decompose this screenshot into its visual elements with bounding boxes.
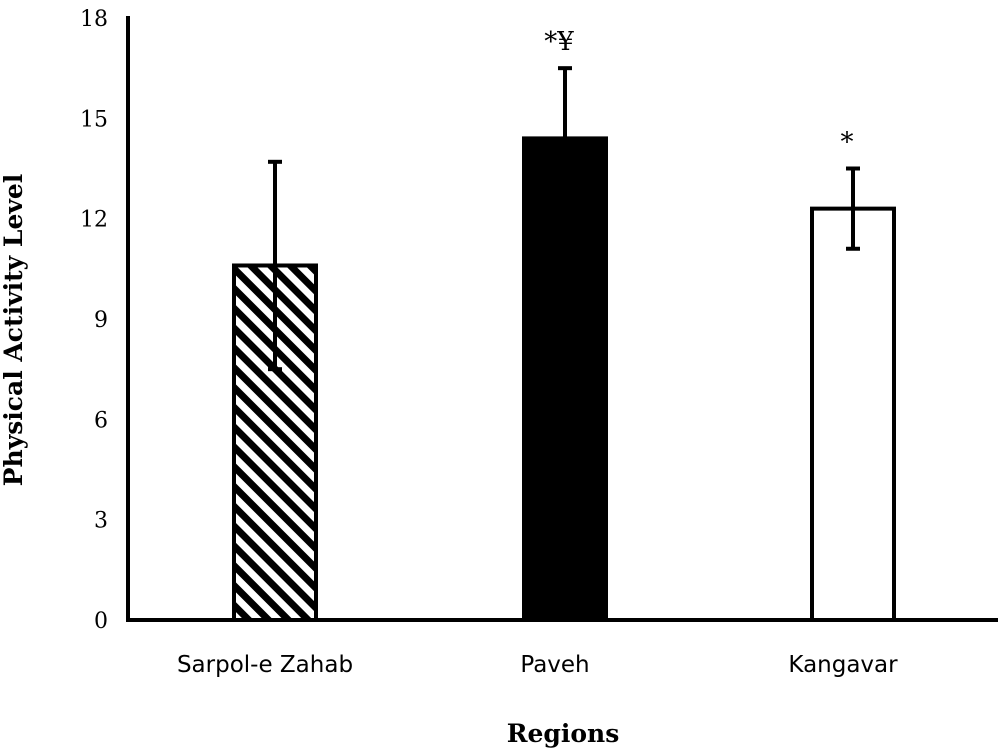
significance-annotation: *	[841, 128, 854, 158]
x-tick-label: Paveh	[520, 652, 589, 678]
y-tick-labels: 0 3 6 9 12 15 18	[80, 7, 108, 634]
x-tick-label: Kangavar	[788, 652, 898, 678]
y-tick-label: 15	[80, 107, 108, 132]
x-tick-label: Sarpol-e Zahab	[177, 652, 353, 678]
x-tick-labels: Sarpol-e Zahab Paveh Kangavar	[177, 652, 898, 678]
y-tick-label: 6	[94, 408, 108, 433]
bars	[232, 136, 896, 622]
significance-annotation: *¥	[544, 27, 574, 57]
y-tick-label: 0	[94, 609, 108, 634]
y-tick-label: 12	[80, 208, 108, 233]
bar	[522, 136, 608, 622]
bar	[810, 206, 896, 622]
y-axis-title: Physical Activity Level	[0, 174, 28, 487]
y-tick-label: 18	[80, 7, 108, 32]
y-tick-label: 9	[94, 308, 108, 333]
error-bars	[268, 66, 860, 372]
significance-annotations: *¥ *	[544, 27, 853, 157]
x-axis-title: Regions	[507, 719, 620, 748]
y-tick-label: 3	[94, 509, 108, 534]
